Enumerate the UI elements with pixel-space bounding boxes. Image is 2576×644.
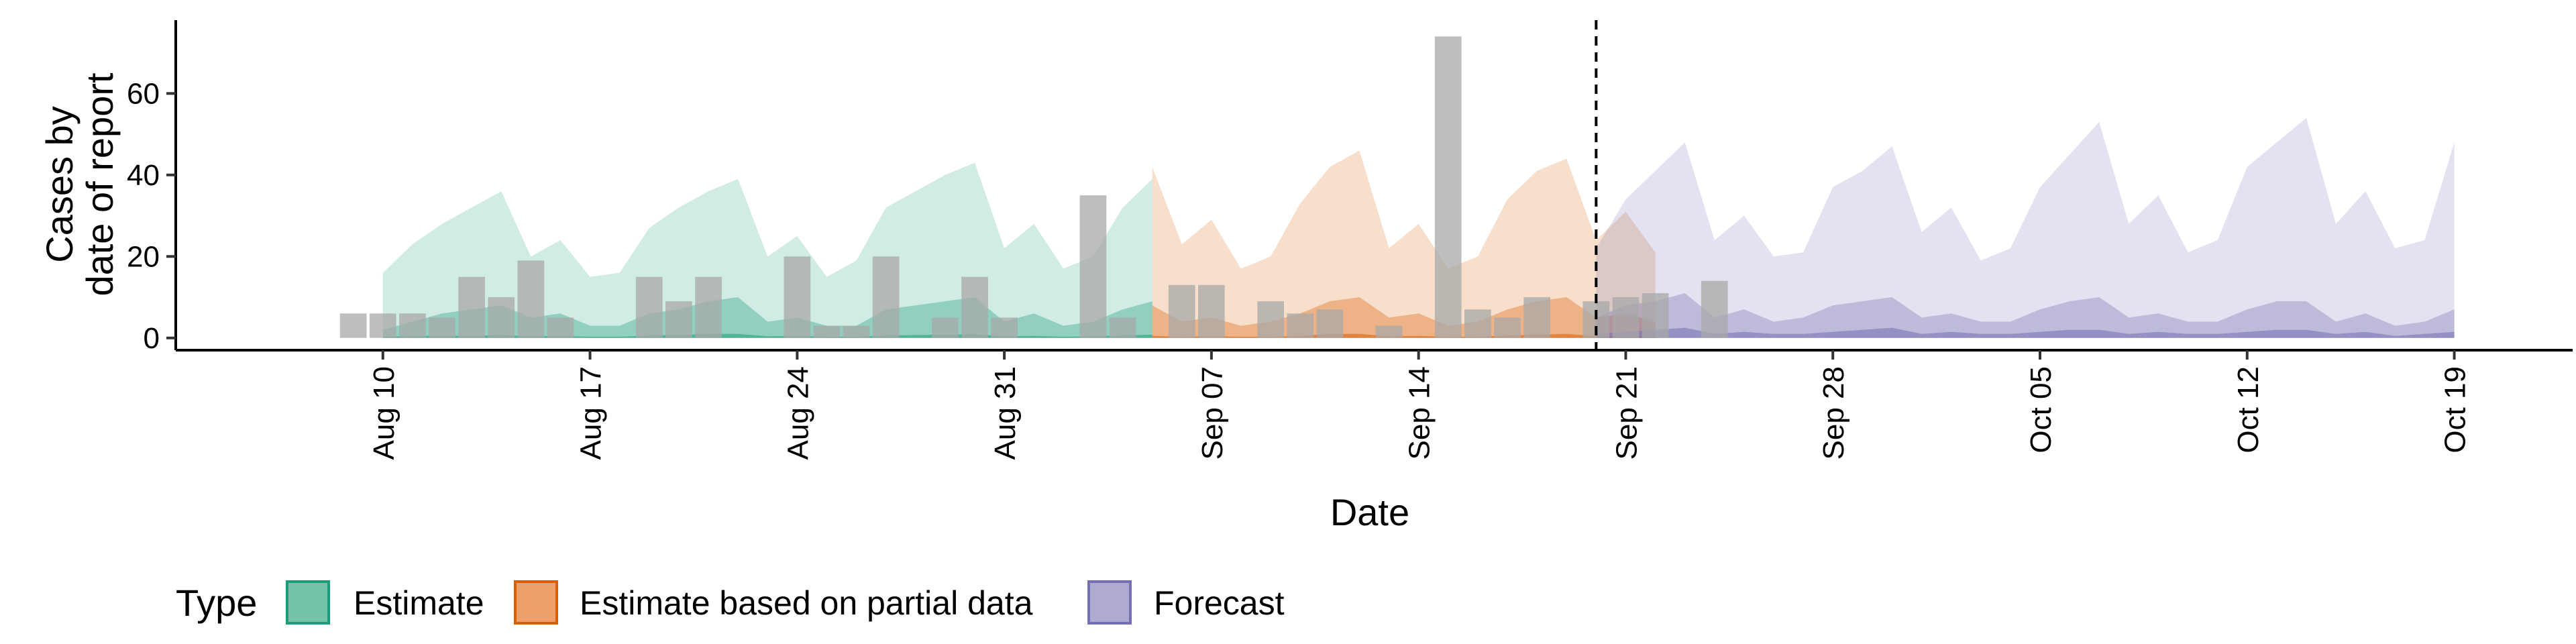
- reported-cases-bar: [1464, 309, 1491, 338]
- reported-cases-bar: [1612, 297, 1640, 338]
- forecast-ribbon-mid: [1596, 293, 2455, 338]
- x-tick-label: Sep 28: [1817, 366, 1850, 460]
- reported-cases-bar: [665, 301, 692, 338]
- y-axis-title-line-1: Cases by: [38, 106, 80, 262]
- x-tick-label: Oct 12: [2232, 366, 2265, 453]
- reported-cases-bar: [813, 325, 841, 338]
- legend-key-forecast: [1087, 580, 1132, 625]
- reported-cases-bar: [429, 317, 455, 338]
- estimate-ribbon-outer: [382, 162, 1152, 338]
- reported-cases-bar: [1198, 284, 1225, 338]
- forecast-ribbon-inner: [1596, 327, 2455, 338]
- axes: 0 20 40 60 Aug 10 Aug 17 Aug 24 Aug 31 Sep 07 Sep…: [127, 20, 2573, 460]
- reported-cases-bar: [1287, 313, 1314, 338]
- x-axis-title: Date: [1330, 491, 1409, 533]
- plot-area: [339, 20, 2455, 350]
- reported-cases-bar: [961, 276, 988, 338]
- reported-cases-bar: [932, 317, 959, 338]
- reported-cases-bar: [547, 317, 574, 338]
- legend-label-forecast: Forecast: [1154, 584, 1285, 622]
- reported-cases-bar: [1257, 301, 1284, 338]
- legend-title: Type: [176, 582, 257, 624]
- reported-cases-bar: [1375, 325, 1403, 338]
- x-tick-label: Oct 05: [2025, 366, 2057, 453]
- forecast-ribbon-outer: [1596, 117, 2455, 338]
- reported-cases-bar: [1168, 284, 1195, 338]
- x-tick-label: Aug 24: [782, 366, 814, 460]
- reported-cases-bar: [1079, 195, 1107, 338]
- reported-cases-bar: [517, 260, 545, 338]
- reported-cases-bar: [843, 325, 870, 338]
- reported-cases-bar: [872, 256, 900, 338]
- x-tick-label: Aug 17: [575, 366, 608, 460]
- legend-label-estimate: Estimate: [354, 584, 484, 622]
- reported-cases-bar: [1523, 297, 1550, 338]
- reported-cases-bar: [369, 313, 396, 338]
- reported-cases-bar: [458, 276, 485, 338]
- reported-cases-bar: [1109, 317, 1136, 338]
- y-axis-title-line-2: date of report: [78, 72, 121, 297]
- reported-cases-bar: [1434, 36, 1462, 338]
- x-tick-label: Sep 21: [1610, 366, 1643, 460]
- reported-cases-bar: [1701, 280, 1728, 338]
- reported-cases-bar: [399, 313, 426, 338]
- legend-key-estimate: [286, 580, 330, 625]
- partial-ribbon-outer: [1152, 150, 1656, 338]
- y-tick-label: 40: [127, 159, 160, 192]
- legend-key-partial: [514, 580, 558, 625]
- reported-cases-bar: [991, 317, 1018, 338]
- y-axis-title: Cases by date of report: [38, 72, 121, 297]
- reported-cases-bar: [1642, 293, 1669, 338]
- reported-cases-bar: [339, 313, 367, 338]
- estimate-ribbon-inner: [382, 333, 1152, 338]
- legend: Type Estimate Estimate based on partial …: [176, 580, 1285, 625]
- reported-cases-bar: [488, 297, 515, 338]
- x-tick-label: Aug 31: [989, 366, 1022, 460]
- estimate-ribbon-mid: [382, 297, 1152, 338]
- y-tick-label: 0: [144, 322, 160, 355]
- y-tick-label: 20: [127, 240, 160, 273]
- legend-label-partial: Estimate based on partial data: [580, 584, 1033, 622]
- reported-cases-bar: [1316, 309, 1344, 338]
- x-tick-label: Sep 14: [1403, 366, 1436, 460]
- y-tick-label: 60: [127, 77, 160, 110]
- reported-cases-bar: [695, 276, 722, 338]
- reported-cases-bar: [784, 256, 811, 338]
- x-tick-label: Oct 19: [2439, 366, 2472, 453]
- x-tick-label: Aug 10: [368, 366, 400, 460]
- x-tick-label: Sep 07: [1196, 366, 1229, 460]
- reported-cases-bar: [1494, 317, 1521, 338]
- reported-cases-bar: [635, 276, 663, 338]
